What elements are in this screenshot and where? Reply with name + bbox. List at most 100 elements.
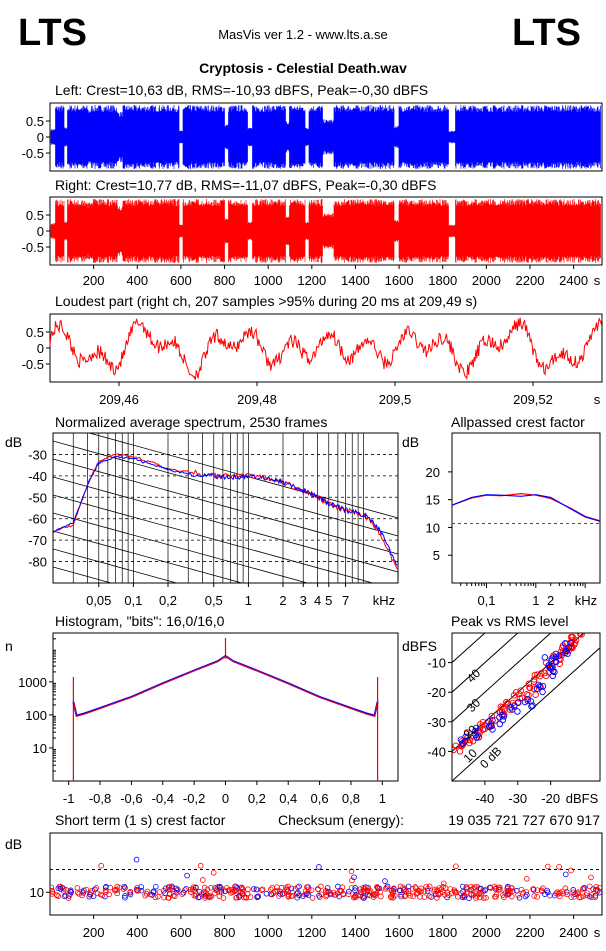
peak-vs-rms-diagonal-label: 30 [464, 695, 484, 715]
short-term-crest-xtick-label: 2200 [516, 925, 545, 940]
peak-vs-rms-point [537, 670, 545, 677]
short-term-crest-point [350, 894, 357, 901]
logo-right: LTS [512, 12, 581, 54]
waveform-right-xtick-label: 600 [170, 273, 192, 288]
short-term-crest-point [305, 892, 312, 898]
short-term-crest-point [294, 884, 301, 891]
short-term-crest-point [93, 885, 100, 891]
short-term-crest-point [568, 867, 574, 874]
peak-vs-rms-point [485, 718, 492, 725]
spectrum-xtick-label: 3 [300, 593, 307, 608]
spectrum-slope-line [87, 433, 398, 519]
peak-vs-rms-point [548, 655, 555, 662]
waveform-right-xtick-label: 2200 [516, 273, 545, 288]
short-term-crest-point [279, 890, 286, 897]
peak-vs-rms-point [555, 652, 563, 659]
short-term-crest-point [434, 895, 440, 901]
short-term-crest-point [245, 886, 251, 893]
peak-vs-rms-point [539, 682, 547, 690]
short-term-crest-point [57, 883, 64, 890]
short-term-crest-point [398, 893, 404, 900]
peak-vs-rms-point [472, 731, 479, 739]
short-term-crest-xtick-label: 1000 [254, 925, 283, 940]
short-term-crest-point [531, 893, 538, 899]
allpassed-crest-title: Allpassed crest factor [451, 414, 585, 430]
spectrum-xtick-label: 7 [342, 593, 349, 608]
short-term-crest-point [355, 892, 361, 899]
short-term-crest-point [357, 886, 364, 892]
spectrum-xtick-label: 5 [325, 593, 332, 608]
allpassed-crest-ylabel: dB [402, 434, 419, 450]
short-term-crest-point [122, 885, 128, 891]
short-term-crest-xtick-label: 1400 [341, 925, 370, 940]
short-term-crest-point [413, 890, 420, 897]
spectrum-slope-line [53, 494, 375, 583]
short-term-crest-point [173, 889, 180, 896]
short-term-crest-point [504, 891, 511, 898]
allpassed-crest-series-line [451, 492, 601, 522]
short-term-crest-point [466, 895, 472, 901]
short-term-crest-point [403, 888, 409, 894]
short-term-crest-point [86, 893, 93, 900]
short-term-crest-point [460, 883, 466, 890]
spectrum-xtick-label: 0,1 [124, 593, 142, 608]
short-term-crest-point [269, 885, 275, 891]
histogram-xtick-label: 1 [379, 791, 386, 806]
peak-vs-rms-ytick-label: -20 [427, 685, 446, 700]
short-term-crest-point [274, 887, 280, 894]
short-term-crest-point [592, 894, 598, 901]
peak-vs-rms-point [500, 713, 508, 720]
short-term-crest-point [267, 886, 274, 893]
short-term-crest-point [114, 890, 121, 897]
loudest-part-xunit: s [594, 392, 601, 407]
short-term-crest-point [296, 883, 302, 890]
short-term-crest-point [201, 891, 207, 897]
short-term-crest-point [196, 888, 203, 895]
short-term-crest-point [588, 874, 594, 881]
short-term-crest-point [382, 878, 388, 884]
short-term-crest-point [415, 887, 422, 894]
logo-left: LTS [18, 12, 87, 54]
peak-vs-rms-xtick-label: -30 [508, 791, 527, 806]
short-term-crest-point [244, 891, 251, 897]
short-term-crest-point [588, 894, 595, 901]
allpassed-crest-ytick-label: 20 [426, 465, 440, 480]
short-term-crest-point [545, 889, 551, 896]
short-term-crest-point [94, 890, 101, 897]
spectrum-ytick-label: -70 [28, 533, 47, 548]
spectrum-xtick-label: 0,05 [86, 593, 111, 608]
spectrum-slope-line [53, 458, 398, 555]
peak-vs-rms-point [542, 672, 550, 680]
short-term-crest-point [294, 894, 301, 901]
peak-vs-rms-point [528, 703, 535, 710]
short-term-crest-point [106, 891, 112, 898]
histogram-xtick-label: -0,2 [183, 791, 205, 806]
peak-vs-rms-point [496, 720, 504, 728]
short-term-crest-point [460, 889, 466, 895]
allpassed-crest-xtick-label: 2 [547, 593, 554, 608]
short-term-crest-point [351, 874, 357, 881]
peak-vs-rms-point [518, 694, 526, 701]
short-term-crest-point [453, 889, 460, 896]
peak-vs-rms-point [499, 703, 506, 711]
waveform-right-ytick-label: 0 [37, 224, 44, 239]
short-term-crest-point [464, 886, 471, 892]
short-term-crest-point [439, 889, 446, 896]
short-term-crest-point [397, 883, 404, 890]
short-term-crest-point [352, 887, 358, 894]
peak-vs-rms-point [524, 695, 531, 703]
short-term-crest-point [220, 895, 227, 901]
spectrum-slope-line [53, 512, 309, 583]
peak-vs-rms-point [525, 680, 533, 688]
peak-vs-rms-point [525, 691, 532, 699]
short-term-crest-point [586, 883, 593, 890]
peak-vs-rms-point [511, 703, 518, 710]
peak-vs-rms-point [552, 654, 559, 661]
short-term-crest-xtick-label: 2000 [472, 925, 501, 940]
short-term-crest-point [584, 890, 590, 896]
short-term-crest-point [453, 863, 459, 870]
allpassed-crest-xtick-label: 1 [532, 593, 539, 608]
short-term-crest-point [122, 894, 128, 901]
allpassed-crest-ytick-label: 15 [426, 493, 440, 508]
short-term-crest-point [68, 889, 75, 895]
